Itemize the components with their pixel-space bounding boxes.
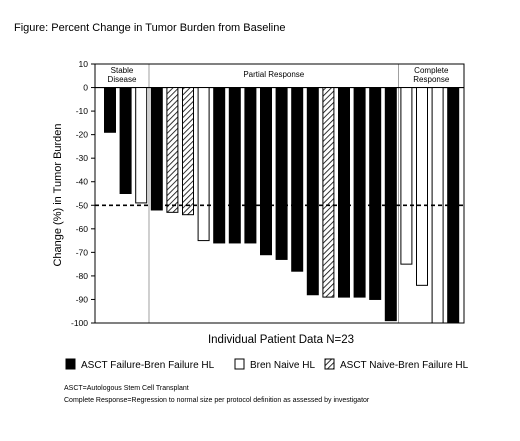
- figure-title: Figure: Percent Change in Tumor Burden f…: [14, 22, 286, 34]
- region-label: Disease: [108, 75, 137, 84]
- bar: [104, 87, 116, 133]
- footnote-complete-response: Complete Response=Regression to normal s…: [64, 397, 370, 404]
- footnote-asct: ASCT=Autologous Stem Cell Transplant: [64, 385, 189, 392]
- bar: [244, 87, 257, 244]
- y-tick-label: -60: [76, 224, 89, 234]
- legend-swatch: [65, 358, 76, 370]
- legend-entry: ASCT Failure-Bren Failure HL: [81, 360, 215, 371]
- bar: [119, 87, 132, 194]
- bar: [369, 87, 382, 300]
- y-tick-label: 0: [83, 83, 88, 93]
- legend-entry: Bren Naive HL: [250, 360, 315, 371]
- legend-swatch: [324, 358, 335, 370]
- bar: [384, 87, 397, 322]
- y-tick-label: -90: [76, 294, 89, 304]
- region-label: Partial Response: [243, 70, 304, 79]
- y-tick-label: 10: [79, 59, 89, 69]
- legend-swatch: [234, 358, 245, 370]
- bar: [150, 87, 163, 211]
- y-tick-label: -50: [76, 200, 89, 210]
- region-label: Complete: [414, 66, 449, 75]
- region-label: Stable: [111, 66, 134, 75]
- bar: [353, 87, 366, 298]
- region-label: Response: [413, 75, 450, 84]
- bar: [213, 87, 226, 244]
- bar: [260, 87, 272, 256]
- y-tick-label: -30: [76, 153, 89, 163]
- y-axis-label: Change (%) in Tumor Burden: [52, 123, 64, 266]
- y-tick-label: -100: [71, 318, 88, 328]
- y-tick-label: -20: [76, 130, 89, 140]
- bar: [416, 87, 428, 286]
- y-tick-label: -70: [76, 247, 89, 257]
- bar: [135, 87, 148, 204]
- bar: [275, 87, 288, 260]
- bar: [338, 87, 350, 298]
- bar: [322, 87, 335, 298]
- legend-entry: ASCT Naive-Bren Failure HL: [340, 360, 469, 371]
- bar: [291, 87, 304, 272]
- bar: [166, 87, 179, 213]
- bar: [400, 87, 413, 265]
- y-tick-label: -80: [76, 271, 89, 281]
- bar: [182, 87, 194, 216]
- bar: [197, 87, 210, 242]
- footnotes: ASCT=Autologous Stem Cell Transplant Com…: [64, 383, 369, 407]
- bar: [228, 87, 241, 244]
- x-axis-label: Individual Patient Data N=23: [208, 334, 354, 346]
- bar: [306, 87, 319, 296]
- y-tick-label: -10: [76, 106, 89, 116]
- plot-frame: [94, 63, 465, 324]
- y-tick-label: -40: [76, 177, 89, 187]
